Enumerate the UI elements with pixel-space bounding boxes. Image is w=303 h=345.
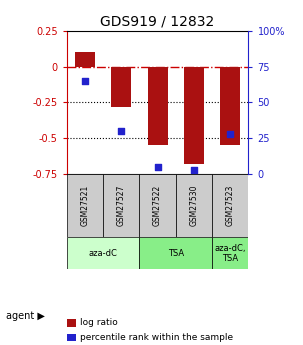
Bar (184, 67, 204, 164)
Bar (139, 237, 212, 269)
Bar (111, 67, 131, 107)
Point (155, 164, 160, 169)
Point (191, 167, 196, 172)
Text: percentile rank within the sample: percentile rank within the sample (80, 333, 233, 342)
Bar (212, 237, 248, 269)
Text: TSA: TSA (168, 249, 184, 258)
Title: GDS919 / 12832: GDS919 / 12832 (100, 14, 215, 29)
Text: GSM27530: GSM27530 (189, 185, 198, 226)
Bar (139, 174, 176, 237)
Text: GSM27522: GSM27522 (153, 185, 162, 226)
Bar (67, 174, 103, 237)
Text: aza-dC: aza-dC (88, 249, 118, 258)
Point (82, 78, 87, 84)
Bar (148, 67, 168, 145)
Text: agent ▶: agent ▶ (6, 311, 45, 321)
Bar (75, 52, 95, 67)
Bar (103, 174, 139, 237)
Bar (220, 67, 240, 145)
Text: GSM27527: GSM27527 (117, 185, 126, 226)
Text: GSM27523: GSM27523 (226, 185, 235, 226)
Text: aza-dC,
TSA: aza-dC, TSA (215, 244, 246, 263)
Bar (67, 237, 139, 269)
Point (228, 131, 233, 137)
Text: log ratio: log ratio (80, 318, 118, 327)
Text: GSM27521: GSM27521 (80, 185, 89, 226)
Bar (176, 174, 212, 237)
Bar (212, 174, 248, 237)
Point (119, 128, 124, 134)
